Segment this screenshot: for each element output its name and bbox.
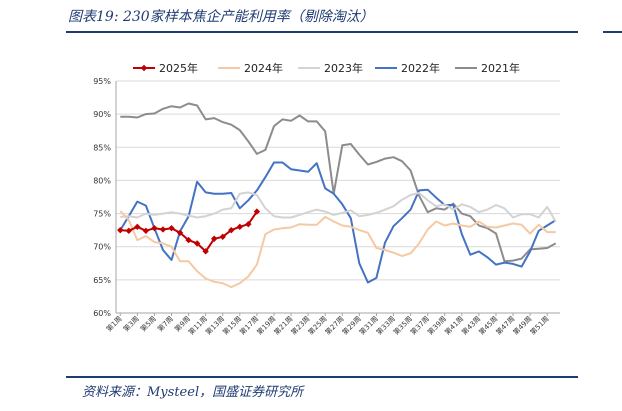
y-tick-label: 80%: [93, 176, 111, 185]
series-line-2021: [120, 102, 557, 263]
data-point-2025: [159, 226, 167, 233]
y-tick-label: 75%: [93, 210, 111, 219]
legend-label-2024: 2024年: [244, 61, 283, 75]
data-point-2025: [176, 229, 184, 236]
series-line-2022: [119, 161, 557, 284]
data-point-2025: [236, 223, 244, 231]
data-point-2025: [253, 208, 261, 215]
data-point-2025: [210, 235, 218, 242]
x-tick-label: 第3周: [121, 314, 140, 333]
data-point-2025: [219, 233, 226, 240]
legend-label-2025: 2025年: [159, 61, 198, 75]
title-rule: [66, 31, 578, 33]
figure-source: 资料来源：Mysteel，国盛证券研究所: [82, 385, 304, 400]
y-tick-label: 70%: [93, 243, 111, 252]
source-rule: [66, 376, 578, 378]
data-point-2025: [202, 248, 209, 255]
legend-label-2022: 2022年: [401, 61, 440, 75]
legend-label-2023: 2023年: [324, 61, 363, 75]
y-tick-label: 95%: [93, 77, 111, 86]
data-point-2025: [117, 226, 124, 234]
data-point-2025: [125, 227, 133, 235]
x-tick-label: 第5周: [138, 314, 157, 333]
x-tick-label: 第7周: [155, 314, 174, 333]
data-point-2025: [245, 220, 252, 228]
series-line-2023: [120, 191, 557, 223]
series-line-2024: [119, 210, 556, 289]
y-tick-label: 65%: [93, 276, 111, 285]
figure-title: 图表19: 230家样本焦企产能利用率（剔除淘汰）: [68, 9, 374, 25]
data-point-2025: [185, 236, 192, 244]
data-point-2025: [193, 240, 201, 247]
title-rule-tail: [603, 31, 622, 33]
data-point-2025: [151, 224, 158, 232]
data-point-2025: [168, 224, 175, 232]
data-point-2025: [134, 223, 141, 231]
data-point-2025: [142, 227, 150, 235]
legend-label-2021: 2021年: [481, 61, 520, 75]
y-tick-label: 85%: [93, 143, 111, 152]
data-point-2025: [228, 226, 235, 234]
x-tick-label: 第51周: [528, 314, 551, 337]
legend-marker-2025: [140, 64, 148, 72]
y-tick-label: 90%: [93, 110, 111, 119]
y-tick-label: 60%: [93, 309, 111, 318]
